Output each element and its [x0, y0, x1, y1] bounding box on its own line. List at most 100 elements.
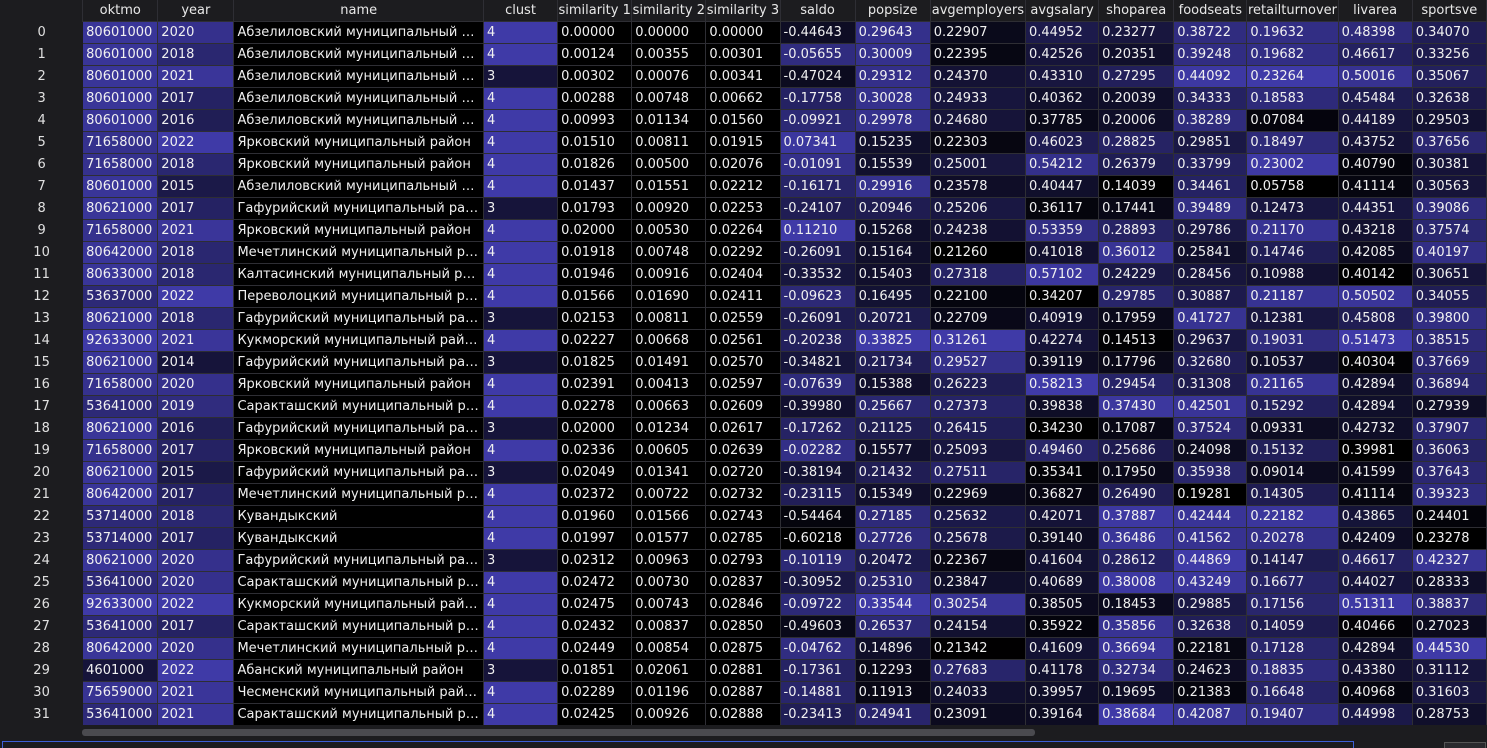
cell-livarea[interactable]: 0.40304	[1337, 351, 1413, 374]
cell-oktmo[interactable]: 80601000	[82, 87, 159, 110]
cell-avgemployers[interactable]: 0.24370	[929, 65, 1026, 88]
cell-similarity-3[interactable]: 0.00000	[705, 21, 781, 44]
cell-avgsalary[interactable]: 0.41178	[1024, 659, 1100, 682]
cell-avgemployers[interactable]: 0.23578	[929, 175, 1026, 198]
cell-foodseats[interactable]: 0.29851	[1173, 131, 1248, 154]
cell-similarity-2[interactable]: 0.01577	[631, 527, 707, 550]
cell-shoparea[interactable]: 0.14039	[1098, 175, 1175, 198]
table-row[interactable]: 23 53714000 2017 Кувандыкский 4 0.01997 0.0157…	[0, 527, 1487, 550]
cell-oktmo[interactable]: 80642000	[82, 241, 159, 264]
cell-popsize[interactable]: 0.11913	[854, 681, 931, 704]
cell-clust[interactable]: 4	[482, 395, 559, 418]
cell-similarity-3[interactable]: 0.02785	[705, 527, 781, 550]
cell-shoparea[interactable]: 0.29454	[1098, 373, 1175, 396]
cell-foodseats[interactable]: 0.25841	[1173, 241, 1248, 264]
cell-saldo[interactable]: -0.17361	[779, 659, 856, 682]
cell-oktmo[interactable]: 80621000	[82, 351, 159, 374]
cell-year[interactable]: 2017	[157, 439, 235, 462]
row-index[interactable]: 23	[0, 527, 84, 550]
cell-name[interactable]: Переволоцкий муниципальный район	[233, 285, 484, 308]
cell-year[interactable]: 2019	[157, 395, 235, 418]
row-index[interactable]: 9	[0, 219, 84, 242]
cell-avgemployers[interactable]: 0.24680	[929, 109, 1026, 132]
row-index[interactable]: 5	[0, 131, 84, 154]
cell-clust[interactable]: 3	[482, 307, 559, 330]
cell-year[interactable]: 2016	[157, 417, 235, 440]
cell-shoparea[interactable]: 0.38008	[1098, 571, 1175, 594]
cell-livarea[interactable]: 0.50016	[1337, 65, 1413, 88]
cell-similarity-2[interactable]: 0.01491	[631, 351, 707, 374]
cell-similarity-2[interactable]: 0.00730	[631, 571, 707, 594]
cell-similarity-2[interactable]: 0.00355	[631, 43, 707, 66]
cell-livarea[interactable]: 0.50502	[1337, 285, 1413, 308]
cell-avgemployers[interactable]: 0.26415	[929, 417, 1026, 440]
column-header-popsize[interactable]: popsize	[855, 0, 931, 22]
table-row[interactable]: 22 53714000 2018 Кувандыкский 4 0.01960 0.0156…	[0, 505, 1487, 528]
cell-avgsalary[interactable]: 0.39957	[1024, 681, 1100, 704]
cell-year[interactable]: 2014	[157, 351, 235, 374]
cell-popsize[interactable]: 0.30028	[854, 87, 931, 110]
cell-year[interactable]: 2021	[157, 219, 235, 242]
cell-shoparea[interactable]: 0.17796	[1098, 351, 1175, 374]
cell-retailturnover[interactable]: 0.17128	[1246, 637, 1339, 660]
column-header-year[interactable]: year	[157, 0, 235, 22]
cell-similarity-3[interactable]: 0.02639	[705, 439, 781, 462]
cell-sportsve[interactable]: 0.31603	[1411, 681, 1487, 704]
cell-livarea[interactable]: 0.39981	[1337, 439, 1413, 462]
table-row[interactable]: 14 92633000 2021 Кукморский муниципальный р…	[0, 329, 1487, 352]
cell-similarity-3[interactable]: 0.02559	[705, 307, 781, 330]
cell-clust[interactable]: 4	[482, 593, 559, 616]
cell-popsize[interactable]: 0.29643	[854, 21, 931, 44]
cell-retailturnover[interactable]: 0.10537	[1246, 351, 1339, 374]
cell-shoparea[interactable]: 0.26490	[1098, 483, 1175, 506]
row-index[interactable]: 19	[0, 439, 84, 462]
table-row[interactable]: 24 80621000 2020 Гафурийский муниципальный …	[0, 549, 1487, 572]
cell-similarity-2[interactable]: 0.01341	[631, 461, 707, 484]
cell-saldo[interactable]: -0.26091	[779, 241, 856, 264]
cell-foodseats[interactable]: 0.24623	[1173, 659, 1248, 682]
cell-oktmo[interactable]: 80621000	[82, 417, 159, 440]
cell-saldo[interactable]: -0.23115	[779, 483, 856, 506]
cell-saldo[interactable]: -0.14881	[779, 681, 856, 704]
cell-shoparea[interactable]: 0.23277	[1098, 21, 1175, 44]
cell-year[interactable]: 2018	[157, 263, 235, 286]
row-index[interactable]: 4	[0, 109, 84, 132]
cell-sportsve[interactable]: 0.37574	[1411, 219, 1487, 242]
cell-clust[interactable]: 4	[482, 21, 559, 44]
cell-oktmo[interactable]: 4601000	[82, 659, 159, 682]
table-row[interactable]: 16 71658000 2020 Ярковский муниципальный ра…	[0, 373, 1487, 396]
cell-similarity-2[interactable]: 0.00811	[631, 131, 707, 154]
cell-year[interactable]: 2020	[157, 21, 235, 44]
cell-saldo[interactable]: -0.10119	[779, 549, 856, 572]
cell-name[interactable]: Чесменский муниципальный район	[233, 681, 484, 704]
cell-shoparea[interactable]: 0.25686	[1098, 439, 1175, 462]
cell-retailturnover[interactable]: 0.16677	[1246, 571, 1339, 594]
column-header-retailturnover[interactable]: retailturnover	[1246, 0, 1339, 22]
cell-saldo[interactable]: -0.44643	[779, 21, 856, 44]
cell-foodseats[interactable]: 0.41727	[1173, 307, 1248, 330]
cell-similarity-1[interactable]: 0.02278	[557, 395, 633, 418]
cell-oktmo[interactable]: 53641000	[82, 571, 159, 594]
cell-name[interactable]: Гафурийский муниципальный район	[233, 197, 484, 220]
cell-oktmo[interactable]: 80601000	[82, 43, 159, 66]
cell-retailturnover[interactable]: 0.14147	[1246, 549, 1339, 572]
cell-sportsve[interactable]: 0.36063	[1411, 439, 1487, 462]
cell-avgsalary[interactable]: 0.53359	[1024, 219, 1100, 242]
cell-similarity-2[interactable]: 0.00748	[631, 87, 707, 110]
cell-foodseats[interactable]: 0.30887	[1173, 285, 1248, 308]
cell-livarea[interactable]: 0.48398	[1337, 21, 1413, 44]
cell-foodseats[interactable]: 0.32638	[1173, 615, 1248, 638]
cell-livarea[interactable]: 0.43752	[1337, 131, 1413, 154]
cell-foodseats[interactable]: 0.32680	[1173, 351, 1248, 374]
cell-avgemployers[interactable]: 0.25093	[929, 439, 1026, 462]
cell-similarity-1[interactable]: 0.01825	[557, 351, 633, 374]
cell-clust[interactable]: 4	[482, 527, 559, 550]
cell-similarity-3[interactable]: 0.02617	[705, 417, 781, 440]
cell-avgemployers[interactable]: 0.25678	[929, 527, 1026, 550]
cell-shoparea[interactable]: 0.28612	[1098, 549, 1175, 572]
cell-oktmo[interactable]: 80621000	[82, 307, 159, 330]
cell-saldo[interactable]: -0.23413	[779, 703, 856, 725]
cell-livarea[interactable]: 0.42409	[1337, 527, 1413, 550]
cell-year[interactable]: 2017	[157, 87, 235, 110]
cell-clust[interactable]: 4	[482, 131, 559, 154]
